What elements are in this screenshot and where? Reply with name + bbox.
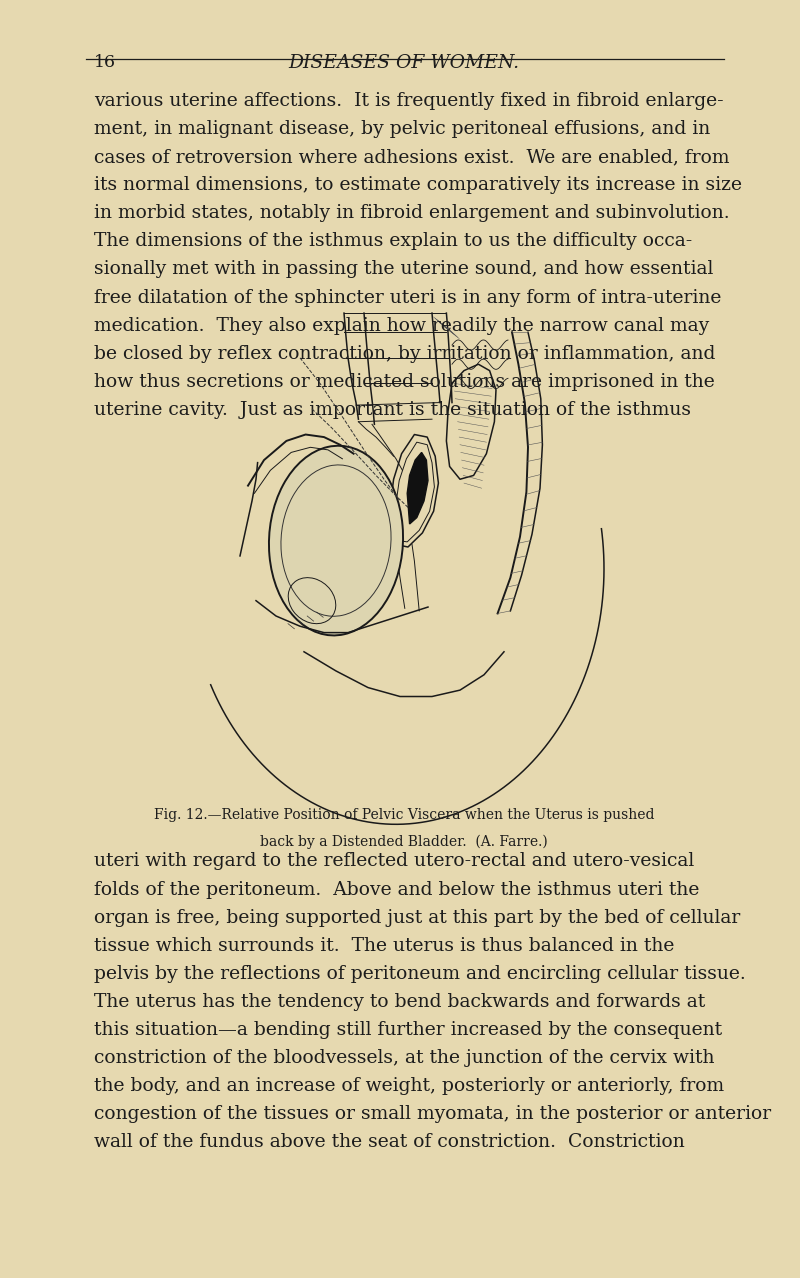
Polygon shape bbox=[407, 452, 428, 524]
Text: uteri with regard to the reflected utero-rectal and utero-vesical
folds of the p: uteri with regard to the reflected utero… bbox=[94, 852, 771, 1151]
Text: Fig. 12.—Relative Position of Pelvic Viscera when the Uterus is pushed: Fig. 12.—Relative Position of Pelvic Vis… bbox=[154, 808, 654, 822]
Text: DISEASES OF WOMEN.: DISEASES OF WOMEN. bbox=[289, 54, 519, 73]
Text: back by a Distended Bladder.  (A. Farre.): back by a Distended Bladder. (A. Farre.) bbox=[260, 835, 548, 849]
Ellipse shape bbox=[269, 446, 403, 635]
Text: various uterine affections.  It is frequently fixed in fibroid enlarge-
ment, in: various uterine affections. It is freque… bbox=[94, 92, 742, 419]
Text: 16: 16 bbox=[94, 54, 117, 72]
